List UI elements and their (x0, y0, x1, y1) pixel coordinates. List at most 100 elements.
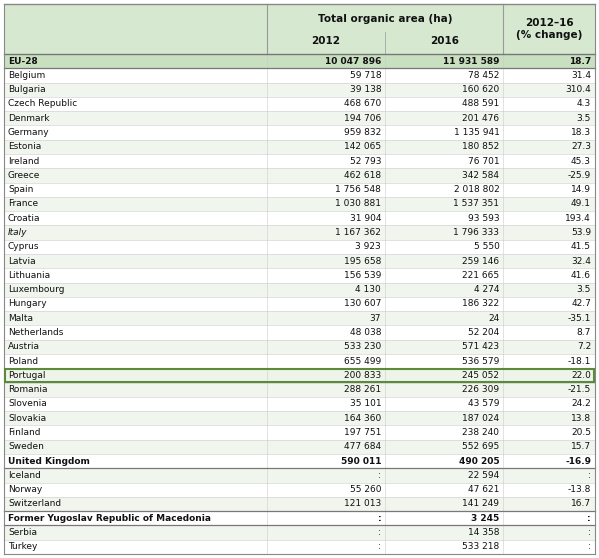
Text: Slovenia: Slovenia (8, 400, 47, 408)
Text: 7.2: 7.2 (577, 343, 591, 352)
Text: Luxembourg: Luxembourg (8, 285, 65, 294)
Text: Italy: Italy (8, 228, 28, 237)
Text: 11 931 589: 11 931 589 (443, 57, 500, 66)
Bar (4, 282, 595, 297)
Text: 1 796 333: 1 796 333 (453, 228, 500, 237)
Bar (4, 383, 595, 397)
Text: 533 230: 533 230 (344, 343, 381, 352)
Text: -16.9: -16.9 (565, 456, 591, 465)
Text: 245 052: 245 052 (462, 371, 500, 380)
Text: 959 832: 959 832 (344, 128, 381, 137)
Text: 536 579: 536 579 (462, 357, 500, 365)
Text: Cyprus: Cyprus (8, 242, 40, 251)
Text: :: : (588, 471, 591, 480)
Bar (4, 340, 595, 354)
Text: -13.8: -13.8 (568, 485, 591, 494)
Text: :: : (377, 514, 381, 523)
Bar (4, 483, 595, 497)
Text: 24: 24 (488, 314, 500, 323)
Text: Estonia: Estonia (8, 142, 41, 151)
Text: 142 065: 142 065 (344, 142, 381, 151)
Text: 14.9: 14.9 (571, 185, 591, 194)
Text: 462 618: 462 618 (344, 171, 381, 180)
Text: 48 038: 48 038 (350, 328, 381, 337)
Text: Poland: Poland (8, 357, 38, 365)
Bar (4, 4, 595, 54)
Text: 3.5: 3.5 (577, 285, 591, 294)
Text: 4.3: 4.3 (577, 99, 591, 108)
Bar (4, 68, 595, 83)
Text: 55 260: 55 260 (350, 485, 381, 494)
Text: 180 852: 180 852 (462, 142, 500, 151)
Text: Total organic area (ha): Total organic area (ha) (318, 14, 452, 24)
Text: France: France (8, 200, 38, 209)
Bar (4, 311, 595, 325)
Text: 1 537 351: 1 537 351 (453, 200, 500, 209)
Bar (4, 54, 595, 68)
Bar (4, 468, 595, 483)
Text: 47 621: 47 621 (468, 485, 500, 494)
Text: 35 101: 35 101 (350, 400, 381, 408)
Text: 201 476: 201 476 (462, 114, 500, 123)
Bar (4, 140, 595, 154)
Text: 14 358: 14 358 (468, 528, 500, 537)
Text: Serbia: Serbia (8, 528, 37, 537)
Text: 59 718: 59 718 (350, 71, 381, 80)
Text: 195 658: 195 658 (344, 257, 381, 266)
Text: 141 249: 141 249 (462, 499, 500, 508)
Text: Portugal: Portugal (8, 371, 46, 380)
Text: EU-28: EU-28 (8, 57, 38, 66)
Text: 2012–16
(% change): 2012–16 (% change) (516, 18, 582, 40)
Text: Iceland: Iceland (8, 471, 41, 480)
Text: 571 423: 571 423 (462, 343, 500, 352)
Bar (4, 197, 595, 211)
Text: Sweden: Sweden (8, 442, 44, 451)
Text: Malta: Malta (8, 314, 33, 323)
Text: 186 322: 186 322 (462, 300, 500, 309)
Text: Denmark: Denmark (8, 114, 50, 123)
Text: 1 030 881: 1 030 881 (335, 200, 381, 209)
Bar (4, 325, 595, 340)
Text: 3.5: 3.5 (577, 114, 591, 123)
Text: 226 309: 226 309 (462, 385, 500, 394)
Text: -25.9: -25.9 (568, 171, 591, 180)
Text: Slovakia: Slovakia (8, 414, 46, 423)
Text: 20.5: 20.5 (571, 428, 591, 437)
Bar (4, 211, 595, 225)
Text: 41.6: 41.6 (571, 271, 591, 280)
Bar (4, 425, 595, 440)
Text: Greece: Greece (8, 171, 40, 180)
Text: 31.4: 31.4 (571, 71, 591, 80)
Text: :: : (588, 528, 591, 537)
Text: 194 706: 194 706 (344, 114, 381, 123)
Text: 193.4: 193.4 (565, 214, 591, 223)
Text: 655 499: 655 499 (344, 357, 381, 365)
Text: 259 146: 259 146 (462, 257, 500, 266)
Text: 156 539: 156 539 (344, 271, 381, 280)
Text: 43 579: 43 579 (468, 400, 500, 408)
Text: :: : (379, 542, 381, 551)
Bar (4, 83, 595, 97)
Text: 2016: 2016 (430, 36, 459, 46)
Text: 488 591: 488 591 (462, 99, 500, 108)
Bar (4, 497, 595, 511)
Text: 76 701: 76 701 (468, 157, 500, 166)
Text: 197 751: 197 751 (344, 428, 381, 437)
Text: Ireland: Ireland (8, 157, 40, 166)
Bar (4, 440, 595, 454)
Text: 4 130: 4 130 (355, 285, 381, 294)
Bar (4, 97, 595, 111)
Text: 590 011: 590 011 (341, 456, 381, 465)
Text: 22 594: 22 594 (468, 471, 500, 480)
Text: Latvia: Latvia (8, 257, 35, 266)
Text: United Kingdom: United Kingdom (8, 456, 90, 465)
Text: 45.3: 45.3 (571, 157, 591, 166)
Text: Turkey: Turkey (8, 542, 37, 551)
Text: 18.3: 18.3 (571, 128, 591, 137)
Text: 121 013: 121 013 (344, 499, 381, 508)
Text: 93 593: 93 593 (468, 214, 500, 223)
Text: 238 240: 238 240 (462, 428, 500, 437)
Text: 2 018 802: 2 018 802 (453, 185, 500, 194)
Text: 468 670: 468 670 (344, 99, 381, 108)
Text: 3 923: 3 923 (355, 242, 381, 251)
